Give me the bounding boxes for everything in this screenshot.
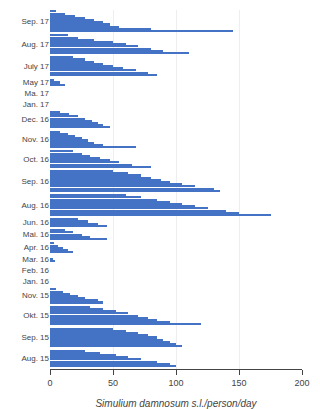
svg-text:200: 200 (294, 378, 309, 388)
svg-text:Nov. 16: Nov. 16 (22, 135, 50, 144)
svg-text:July 17: July 17 (24, 62, 50, 71)
svg-text:50: 50 (108, 378, 118, 388)
svg-text:Aug. 15: Aug. 15 (21, 354, 49, 363)
svg-text:150: 150 (231, 378, 246, 388)
svg-text:Feb. 16: Feb. 16 (22, 266, 50, 275)
svg-text:100: 100 (168, 378, 183, 388)
svg-text:Apr. 16: Apr. 16 (24, 243, 50, 252)
svg-text:Jun. 16: Jun. 16 (23, 218, 50, 227)
svg-text:Mar. 16: Mar. 16 (22, 255, 49, 264)
svg-text:Nov. 15: Nov. 15 (22, 291, 50, 300)
svg-text:May 17: May 17 (23, 78, 50, 87)
svg-text:Dec. 16: Dec. 16 (21, 115, 49, 124)
svg-text:Aug. 16: Aug. 16 (21, 201, 49, 210)
svg-text:Sep. 15: Sep. 15 (21, 333, 49, 342)
svg-text:Sep. 16: Sep. 16 (21, 177, 49, 186)
svg-text:Aug. 17: Aug. 17 (21, 40, 49, 49)
svg-text:Simulium damnosum s.l./person/: Simulium damnosum s.l./person/day (95, 398, 257, 409)
svg-text:Oct. 16: Oct. 16 (23, 155, 49, 164)
svg-text:Jan. 17: Jan. 17 (23, 100, 50, 109)
svg-text:0: 0 (47, 378, 52, 388)
svg-text:Okt. 15: Okt. 15 (23, 311, 49, 320)
svg-text:Ma. 17: Ma. 17 (25, 89, 50, 98)
svg-text:Sep. 17: Sep. 17 (21, 17, 49, 26)
svg-text:Mai. 16: Mai. 16 (23, 230, 50, 239)
svg-text:Jan. 16: Jan. 16 (23, 277, 50, 286)
